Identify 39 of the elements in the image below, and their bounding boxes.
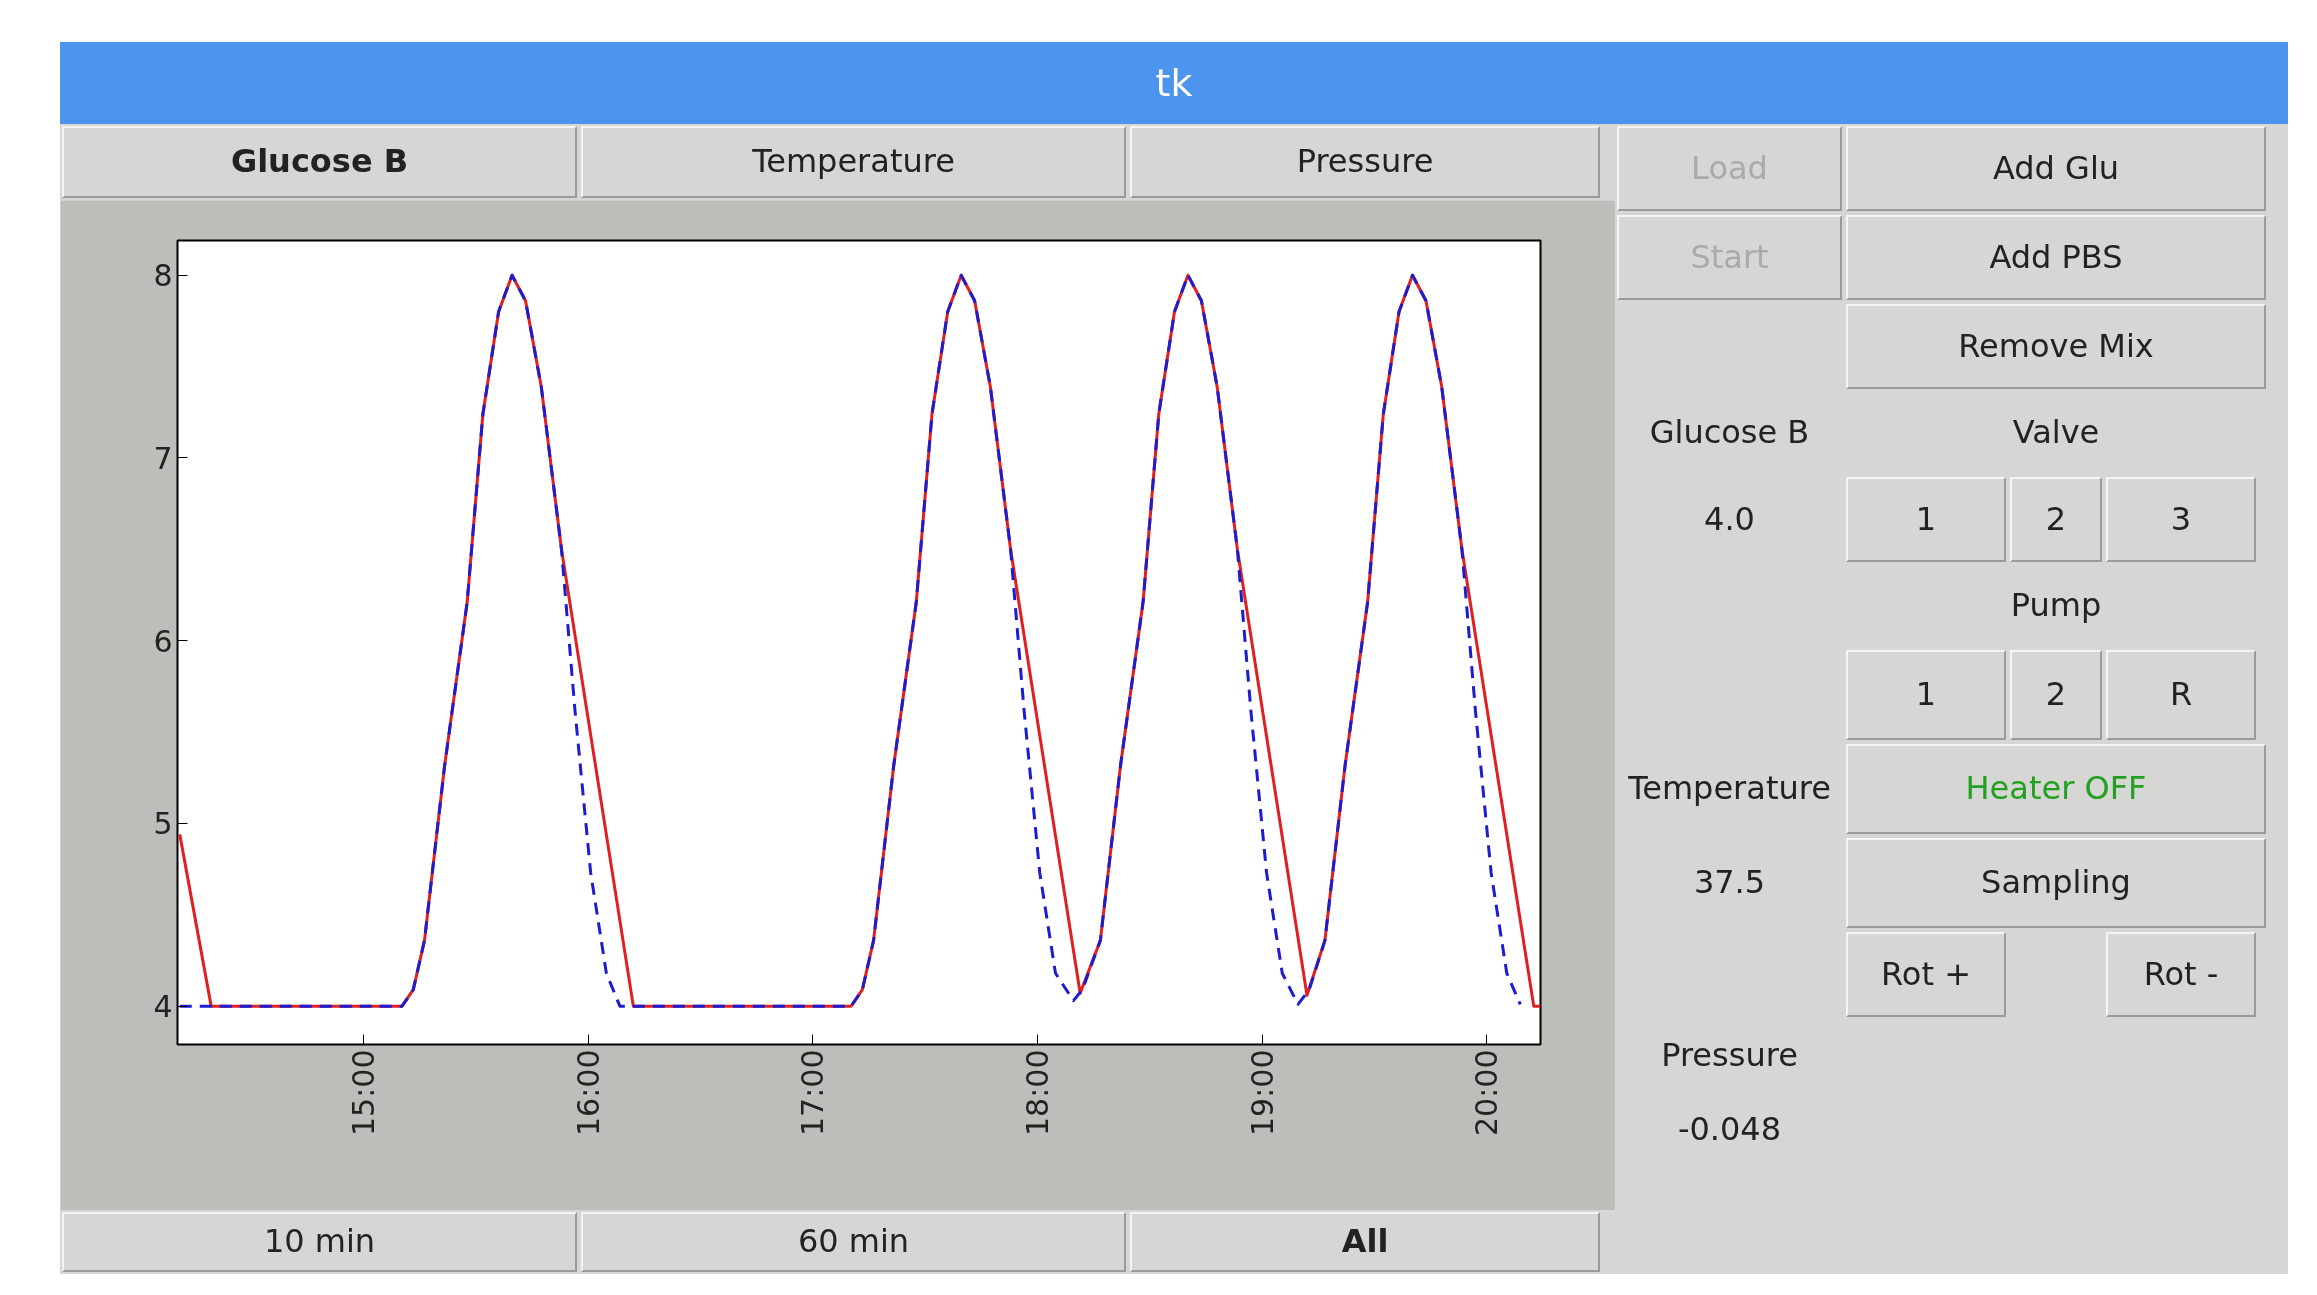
text: 2: [2045, 674, 2067, 716]
text: Pressure: [1661, 1035, 1798, 1077]
y-tick-label: 7: [153, 440, 173, 476]
text: -0.048: [1677, 1109, 1782, 1151]
y-tick-label: 5: [153, 806, 173, 842]
x-tick-label: 16:00: [570, 1049, 606, 1136]
text: Glucose B: [1649, 412, 1810, 454]
text: Add Glu: [1992, 147, 2120, 189]
text: 60 min: [797, 1221, 910, 1263]
x-tick-label: 15:00: [346, 1049, 382, 1136]
y-tick-label: 4: [153, 989, 173, 1025]
text: Pressure: [1296, 141, 1434, 183]
text: Pump: [2010, 585, 2102, 627]
text: Valve: [2012, 412, 2100, 454]
x-tick-label: 17:00: [795, 1049, 831, 1136]
text: 37.5: [1693, 862, 1766, 904]
x-tick-label: 18:00: [1020, 1049, 1056, 1136]
text: Heater OFF: [1965, 768, 2147, 810]
x-tick-label: 20:00: [1469, 1049, 1505, 1136]
text: 4.0: [1704, 498, 1755, 540]
text: 2: [2045, 498, 2067, 540]
text: Temperature: [752, 141, 955, 183]
text: All: [1341, 1221, 1389, 1263]
text: 3: [2170, 498, 2192, 540]
text: Glucose B: [230, 141, 409, 183]
text: 10 min: [263, 1221, 376, 1263]
text: 1: [1915, 498, 1937, 540]
y-tick-label: 8: [153, 258, 173, 294]
text: R: [2169, 674, 2193, 716]
text: Rot +: [1881, 953, 1971, 995]
x-tick-label: 19:00: [1244, 1049, 1280, 1136]
text: Sampling: [1981, 862, 2131, 904]
y-tick-label: 6: [153, 623, 173, 659]
text: Remove Mix: [1958, 325, 2154, 367]
text: 1: [1915, 674, 1937, 716]
text: Temperature: [1628, 768, 1831, 810]
text: Add PBS: [1989, 236, 2123, 278]
text: tk: [1155, 59, 1193, 107]
text: Rot -: [2143, 953, 2219, 995]
